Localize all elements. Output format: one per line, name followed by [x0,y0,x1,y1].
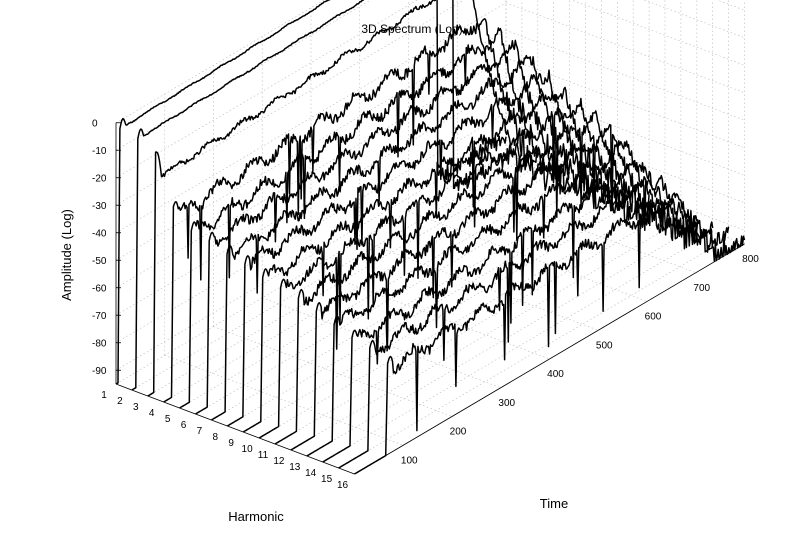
z-tick-label-4: -40 [92,228,107,239]
grid-line-floor-time-0 [164,354,404,446]
harmonic-tick-label-3: 4 [149,408,155,419]
z-tick-label-6: -60 [92,283,107,294]
time-tick-label-5: 600 [645,312,662,323]
z-tick-label-5: -50 [92,256,107,267]
trace-harmonic-13 [306,140,698,457]
grid-line-back-amp-4 [115,2,507,234]
grid-line-floor-time-2 [262,297,501,389]
grid-line-side-amp-7 [505,84,745,176]
grid-line-side-amp-6 [505,57,745,149]
spectrum-traces [115,0,746,475]
trace-harmonic-7 [211,54,603,421]
time-tick-label-4: 500 [596,340,613,351]
trace-harmonic-10 [258,97,650,439]
z-tick-label-3: -30 [92,201,107,212]
harmonic-tick-label-1: 2 [117,396,123,407]
time-tick-label-2: 300 [498,398,515,409]
grid-line-side-amp-9 [505,139,745,231]
grid-line-floor-time-1 [213,326,453,417]
time-axis-line [354,243,745,475]
harmonic-tick-label-11: 12 [273,456,285,467]
z-tick-label-1: -10 [92,146,107,157]
harmonic-tick-label-13: 14 [305,468,317,479]
harmonic-tick-label-9: 10 [242,444,254,455]
harmonic-tick-label-10: 11 [258,450,269,461]
grid-line-side-amp-3 [570,0,745,66]
z-tick-label-8: -80 [92,338,107,349]
tick-labels: 0-10-20-30-40-50-60-70-80-90123456789101… [92,118,759,491]
grid-line-floor-harm-4 [179,177,570,409]
grid-line-side-amp-1 [716,0,745,11]
harmonic-tick-label-4: 5 [165,414,171,425]
grid-line-floor-time-3 [310,268,550,360]
trace-harmonic-4 [163,18,555,403]
grid-line-side-amp-4 [505,2,745,94]
z-tick-label-7: -70 [92,311,107,322]
harmonic-tick-label-7: 8 [213,432,219,443]
time-tick-label-0: 100 [401,455,418,466]
time-tick-label-3: 400 [547,369,564,380]
harmonic-tick-label-6: 7 [197,426,203,437]
time-tick-label-7: 800 [742,254,759,265]
z-tick-label-9: -90 [92,366,107,377]
grid-line-floor-harm-14 [338,237,729,469]
trace-harmonic-14 [322,159,714,463]
grid-line-floor-harm-11 [290,219,682,451]
grid-line-side-amp-2 [643,0,745,39]
harmonic-axis-line [115,383,355,475]
z-tick-label-2: -20 [92,173,107,184]
grid-line-floor-harm-10 [274,213,666,445]
harmonic-axis-label: Harmonic [228,509,284,524]
grid-line-floor-harm-8 [243,201,634,433]
trace-harmonic-2 [131,0,523,391]
grid-line-floor-harm-13 [322,231,713,463]
time-tick-label-6: 700 [693,283,710,294]
harmonic-tick-label-12: 13 [289,462,301,473]
grid-line-floor-time-6 [457,182,696,274]
grid-line-floor-harm-7 [227,195,618,427]
trace-harmonic-9 [242,86,634,433]
trace-harmonic-16 [354,192,746,475]
axes [115,122,745,475]
grid-line-floor-time-5 [408,211,648,302]
harmonic-tick-label-15: 16 [337,480,349,491]
grid-line-floor-harm-5 [195,183,586,415]
z-tick-label-0: 0 [92,118,98,129]
trace-harmonic-3 [147,0,539,397]
grid-line-back-amp-6 [115,57,507,289]
grid-line-floor-harm-12 [306,225,697,457]
harmonic-tick-label-2: 3 [133,402,139,413]
trace-harmonic-15 [338,174,730,469]
grid-line-side-amp-5 [505,29,745,121]
grid-line-floor-time-4 [359,239,599,331]
grid-line-side-amp-8 [505,112,745,204]
z-axis-label: Amplitude (Log) [59,209,74,301]
harmonic-tick-label-0: 1 [101,390,107,401]
time-axis-label: Time [540,496,568,511]
harmonic-tick-label-5: 6 [181,420,187,431]
harmonic-tick-label-14: 15 [321,474,333,485]
trace-harmonic-12 [290,123,682,451]
harmonic-tick-label-8: 9 [228,438,234,449]
chart-title: 3D Spectrum (Log) [361,22,462,36]
trace-harmonic-11 [274,110,666,445]
time-tick-label-1: 200 [450,427,467,438]
trace-harmonic-6 [195,39,587,415]
grid-line-back-amp-3 [115,0,465,206]
